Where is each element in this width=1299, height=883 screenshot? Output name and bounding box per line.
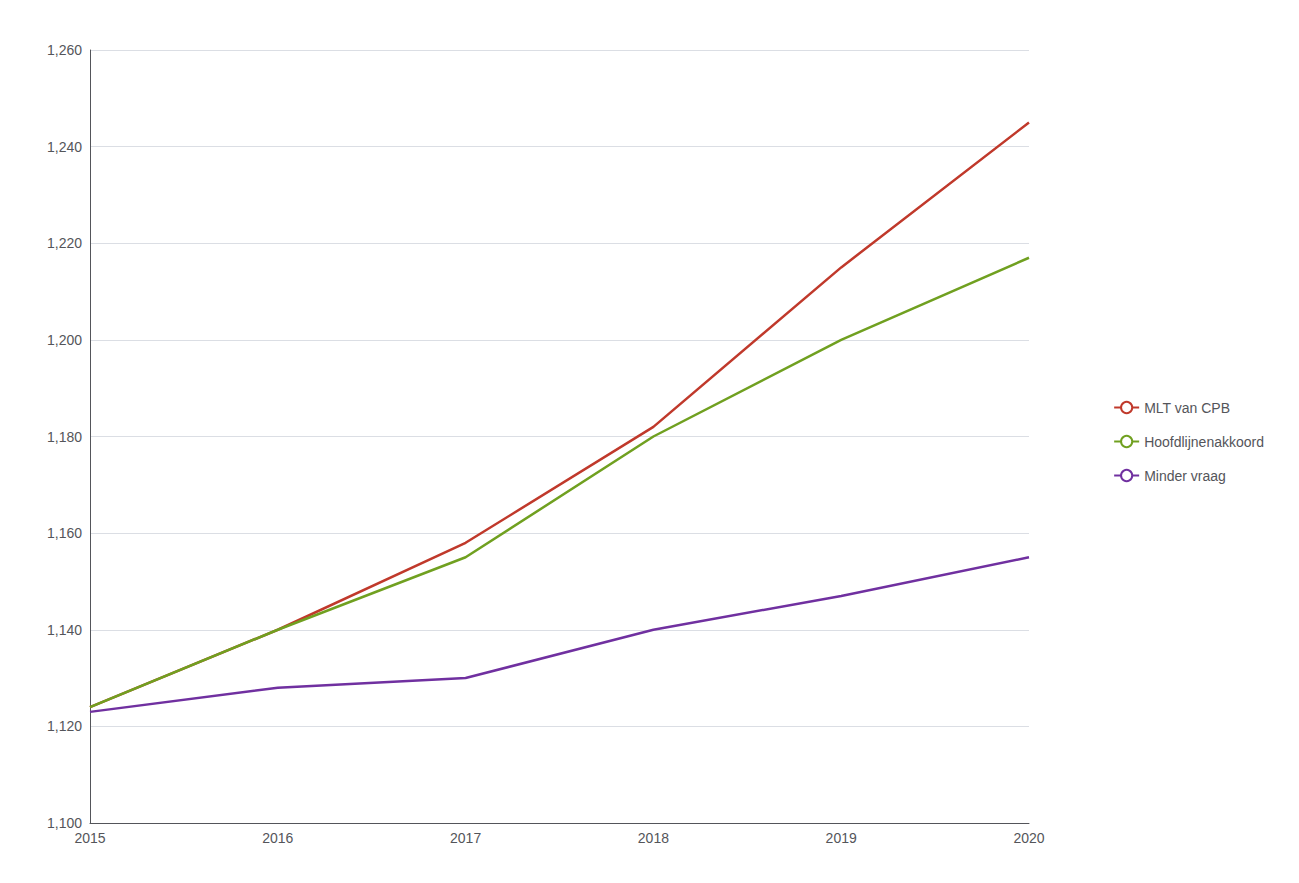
svg-text:2017: 2017 xyxy=(450,830,481,846)
svg-text:2015: 2015 xyxy=(74,830,105,846)
svg-text:2020: 2020 xyxy=(1013,830,1044,846)
svg-text:1,120: 1,120 xyxy=(47,718,82,734)
svg-text:2019: 2019 xyxy=(826,830,857,846)
svg-text:1,220: 1,220 xyxy=(47,235,82,251)
svg-text:MLT van CPB: MLT van CPB xyxy=(1144,400,1230,416)
svg-text:1,260: 1,260 xyxy=(47,42,82,58)
svg-text:1,240: 1,240 xyxy=(47,139,82,155)
svg-text:1,100: 1,100 xyxy=(47,815,82,831)
svg-text:1,180: 1,180 xyxy=(47,429,82,445)
svg-text:Minder vraag: Minder vraag xyxy=(1144,468,1226,484)
svg-text:1,140: 1,140 xyxy=(47,622,82,638)
svg-text:2018: 2018 xyxy=(638,830,669,846)
svg-text:Hoofdlijnenakkoord: Hoofdlijnenakkoord xyxy=(1144,434,1264,450)
svg-text:1,200: 1,200 xyxy=(47,332,82,348)
svg-text:1,160: 1,160 xyxy=(47,525,82,541)
svg-text:2016: 2016 xyxy=(262,830,293,846)
